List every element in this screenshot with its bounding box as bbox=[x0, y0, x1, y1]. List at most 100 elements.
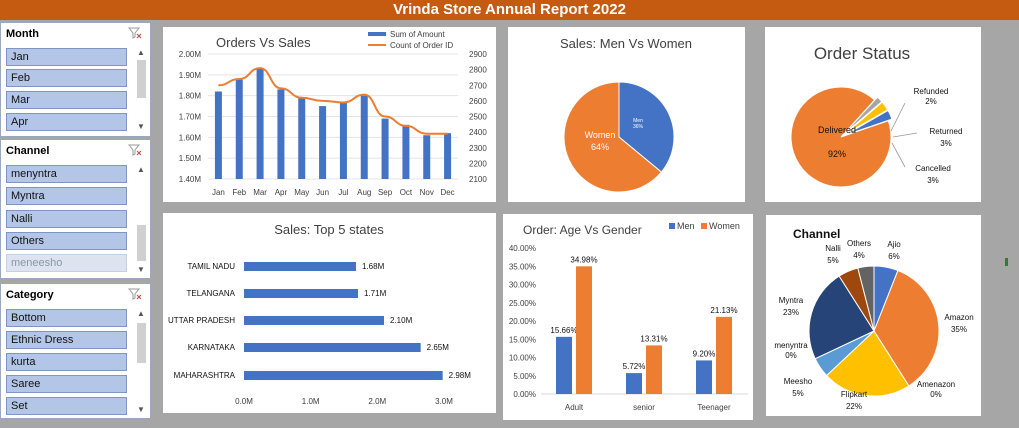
clear-filter-icon[interactable] bbox=[128, 27, 142, 39]
x-tick-label: senior bbox=[633, 403, 655, 412]
sales-bar bbox=[256, 68, 264, 179]
channel-item[interactable]: Nalli bbox=[6, 210, 127, 228]
pie-slice bbox=[825, 330, 910, 397]
x-tick-label: 2.0M bbox=[368, 397, 386, 406]
sales-bar bbox=[360, 95, 368, 179]
legend-label: Sum of Amount bbox=[390, 30, 445, 39]
y2-tick-label: 2400 bbox=[469, 128, 487, 137]
men-vs-women-panel[interactable]: Sales: Men Vs Women Men 36% Women 64% bbox=[508, 27, 745, 202]
data-label: 5.72% bbox=[623, 362, 646, 371]
slicer-title: Category bbox=[6, 289, 54, 301]
channel-item[interactable]: Myntra bbox=[6, 187, 127, 205]
y-tick-label: 1.60M bbox=[179, 133, 202, 142]
data-label: 21.13% bbox=[710, 306, 737, 315]
sales-bar bbox=[298, 97, 306, 179]
age-bar bbox=[696, 360, 712, 394]
y-tick-label: 15.00% bbox=[509, 335, 536, 344]
scroll-down-icon[interactable]: ▼ bbox=[137, 122, 145, 131]
slicer-title: Channel bbox=[6, 145, 50, 157]
slicer-header: Channel bbox=[1, 140, 150, 162]
data-label: 15.66% bbox=[550, 326, 577, 335]
slice-name: menyntra bbox=[774, 341, 808, 350]
data-label: 1.68M bbox=[362, 262, 385, 271]
sales-bar bbox=[339, 101, 347, 179]
chart-title: Channel bbox=[793, 227, 840, 241]
sales-bar bbox=[444, 133, 452, 179]
category-item[interactable]: Set bbox=[6, 397, 127, 415]
scroll-up-icon[interactable]: ▲ bbox=[137, 48, 145, 57]
y-tick-label: 1.90M bbox=[179, 71, 202, 80]
month-item[interactable]: Mar bbox=[6, 91, 127, 109]
sales-bar bbox=[319, 106, 327, 179]
orders-vs-sales-panel[interactable]: Orders Vs Sales Sum of Amount Count of O… bbox=[163, 27, 496, 202]
slice-value: 3% bbox=[927, 176, 939, 185]
slice-name: Flipkart bbox=[841, 390, 868, 399]
month-item[interactable]: Apr bbox=[6, 113, 127, 131]
scroll-down-icon[interactable]: ▼ bbox=[137, 265, 145, 274]
channel-item[interactable]: menyntra bbox=[6, 165, 127, 183]
scroll-thumb[interactable] bbox=[137, 225, 146, 261]
legend-swatch bbox=[669, 223, 675, 229]
y-tick-label: 1.70M bbox=[179, 113, 202, 122]
category-slicer: Category Bottom Ethnic Dress kurta Saree… bbox=[0, 283, 151, 419]
data-label: 2.65M bbox=[427, 343, 450, 352]
channel-panel[interactable]: Channel Ajio 6% Amazon 35% Amenazon 0% Flipkar… bbox=[766, 215, 981, 416]
y-tick-label: 2.00M bbox=[179, 50, 202, 59]
category-item[interactable]: Ethnic Dress bbox=[6, 331, 127, 349]
x-tick-label: Apr bbox=[275, 188, 288, 197]
slice-name: Nalli bbox=[825, 244, 841, 253]
sales-bar bbox=[381, 118, 389, 179]
scrollbar[interactable]: ▲ ▼ bbox=[135, 165, 147, 275]
scroll-thumb[interactable] bbox=[137, 323, 146, 363]
scroll-up-icon[interactable]: ▲ bbox=[137, 165, 145, 174]
top-states-panel[interactable]: Sales: Top 5 states TAMIL NADU 1.68M TELAN… bbox=[163, 213, 496, 413]
x-tick-label: Adult bbox=[565, 403, 584, 412]
category-item[interactable]: kurta bbox=[6, 353, 127, 371]
age-vs-gender-chart: Order: Age Vs Gender Men Women 40.00% 35.… bbox=[509, 221, 748, 412]
channel-item[interactable]: meneesho bbox=[6, 254, 127, 272]
legend-label: Count of Order ID bbox=[390, 41, 453, 50]
report-title: Vrinda Store Annual Report 2022 bbox=[0, 0, 1019, 20]
slice-name: Refunded bbox=[914, 87, 949, 96]
month-item[interactable]: Jan bbox=[6, 48, 127, 66]
slice-name: Men bbox=[633, 118, 643, 124]
clear-filter-icon[interactable] bbox=[128, 144, 142, 156]
y-tick-label: 5.00% bbox=[513, 372, 536, 381]
slice-value: 0% bbox=[785, 351, 797, 360]
x-tick-label: Teenager bbox=[697, 403, 731, 412]
slice-value: 5% bbox=[827, 256, 839, 265]
category-item[interactable]: Saree bbox=[6, 375, 127, 393]
x-tick-label: Jan bbox=[212, 188, 225, 197]
scrollbar[interactable]: ▲ ▼ bbox=[135, 48, 147, 132]
pie-slice bbox=[857, 265, 875, 332]
category-item[interactable]: Bottom bbox=[6, 309, 127, 327]
channel-item[interactable]: Others bbox=[6, 232, 127, 250]
sales-bar bbox=[277, 89, 285, 179]
legend-swatch bbox=[701, 223, 707, 229]
order-status-panel[interactable]: Order Status Delivered 92% Refunded 2% Retur… bbox=[765, 27, 981, 202]
y-tick-label: 20.00% bbox=[509, 317, 536, 326]
y-tick-label: 1.80M bbox=[179, 92, 202, 101]
chart-title: Sales: Men Vs Women bbox=[560, 36, 692, 51]
scroll-thumb[interactable] bbox=[137, 60, 146, 98]
orders-vs-sales-chart: Orders Vs Sales Sum of Amount Count of O… bbox=[179, 30, 488, 197]
x-tick-label: Dec bbox=[440, 188, 454, 197]
data-label: 34.98% bbox=[570, 255, 597, 264]
scroll-down-icon[interactable]: ▼ bbox=[137, 405, 145, 414]
age-vs-gender-panel[interactable]: Order: Age Vs Gender Men Women 40.00% 35.… bbox=[503, 214, 753, 420]
slice-value: 92% bbox=[828, 149, 846, 159]
scroll-up-icon[interactable]: ▲ bbox=[137, 309, 145, 318]
state-bar bbox=[244, 371, 443, 380]
state-bar bbox=[244, 289, 358, 298]
slice-value: 6% bbox=[888, 252, 900, 261]
y-tick-label: 40.00% bbox=[509, 244, 536, 253]
y-tick-label: 35.00% bbox=[509, 262, 536, 271]
scrollbar[interactable]: ▲ ▼ bbox=[135, 309, 147, 415]
leader-line bbox=[892, 132, 918, 138]
clear-filter-icon[interactable] bbox=[128, 288, 142, 300]
age-bar bbox=[646, 345, 662, 394]
month-item[interactable]: Feb bbox=[6, 69, 127, 87]
category-label: UTTAR PRADESH bbox=[168, 316, 235, 325]
